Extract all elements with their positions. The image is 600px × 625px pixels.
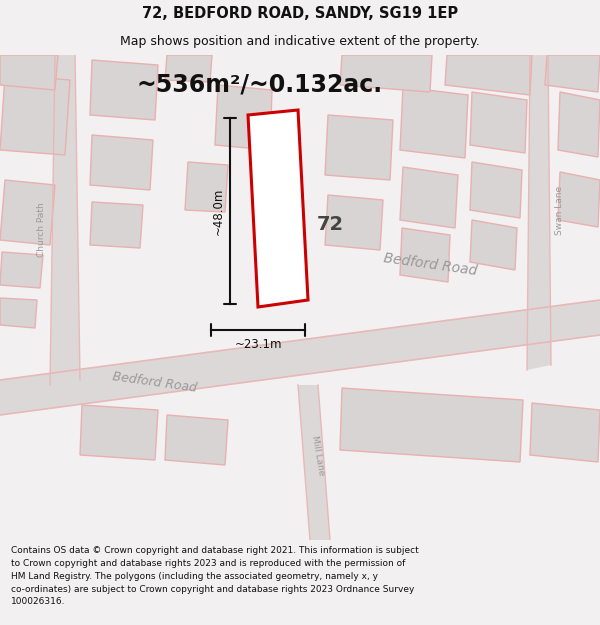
Polygon shape — [527, 55, 551, 370]
Text: Swan Lane: Swan Lane — [556, 186, 565, 234]
Polygon shape — [185, 162, 228, 212]
Polygon shape — [0, 75, 70, 155]
Polygon shape — [90, 202, 143, 248]
Polygon shape — [400, 167, 458, 228]
Polygon shape — [445, 55, 532, 95]
Polygon shape — [0, 252, 43, 288]
Text: Bedford Road: Bedford Road — [382, 251, 478, 279]
Polygon shape — [0, 300, 600, 415]
Text: ~536m²/~0.132ac.: ~536m²/~0.132ac. — [137, 73, 383, 97]
Polygon shape — [0, 55, 58, 90]
Text: Bedford Road: Bedford Road — [112, 369, 198, 394]
Polygon shape — [558, 172, 600, 227]
Polygon shape — [340, 55, 432, 92]
Polygon shape — [325, 115, 393, 180]
Polygon shape — [340, 388, 523, 462]
Polygon shape — [530, 403, 600, 462]
Text: ~23.1m: ~23.1m — [234, 339, 282, 351]
Polygon shape — [215, 85, 272, 150]
Text: 72, BEDFORD ROAD, SANDY, SG19 1EP: 72, BEDFORD ROAD, SANDY, SG19 1EP — [142, 6, 458, 21]
Polygon shape — [90, 60, 158, 120]
Text: Church Path: Church Path — [37, 202, 47, 258]
Text: Mill Lane: Mill Lane — [310, 434, 326, 476]
Polygon shape — [165, 55, 212, 82]
Polygon shape — [90, 135, 153, 190]
Polygon shape — [545, 55, 600, 92]
Polygon shape — [50, 55, 80, 385]
Polygon shape — [0, 298, 37, 328]
Text: 72: 72 — [316, 216, 344, 234]
Polygon shape — [325, 195, 383, 250]
Text: Map shows position and indicative extent of the property.: Map shows position and indicative extent… — [120, 35, 480, 48]
Polygon shape — [558, 92, 600, 157]
Polygon shape — [470, 162, 522, 218]
Polygon shape — [248, 110, 308, 307]
Polygon shape — [165, 415, 228, 465]
Polygon shape — [470, 220, 517, 270]
Text: ~48.0m: ~48.0m — [212, 188, 224, 234]
Polygon shape — [0, 180, 55, 245]
Polygon shape — [298, 385, 330, 540]
Text: Contains OS data © Crown copyright and database right 2021. This information is : Contains OS data © Crown copyright and d… — [11, 546, 419, 606]
Polygon shape — [470, 92, 527, 153]
Polygon shape — [400, 228, 450, 282]
Polygon shape — [400, 87, 468, 158]
Polygon shape — [80, 405, 158, 460]
